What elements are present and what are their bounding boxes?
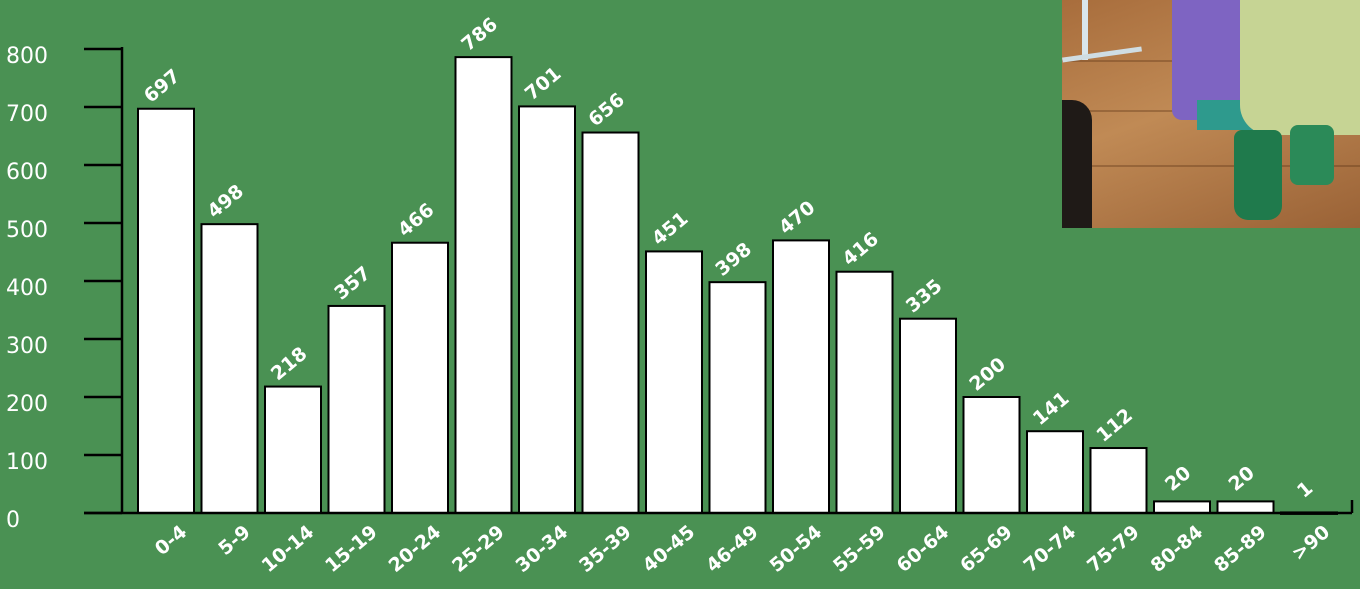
bar [1026,430,1084,514]
bar [518,105,576,514]
x-tick-label: 70-74 [1020,521,1081,577]
bar [454,56,513,515]
bar [391,241,449,514]
bar [137,107,195,515]
x-tick-label: 40-45 [639,521,700,577]
bar [327,304,386,514]
y-tick-label: 100 [6,450,48,475]
y-tick-label: 200 [6,392,48,417]
x-tick-label: 46-49 [702,521,763,577]
bar [772,239,830,514]
bar [264,385,322,514]
x-tick-label: 30-34 [512,521,573,577]
data-label: 112 [1092,404,1137,446]
x-tick-label: 65-69 [956,521,1017,577]
bar [1153,500,1211,514]
bar [708,281,767,514]
data-label: 416 [838,228,883,270]
data-label: 697 [140,65,185,107]
inset-photo [1062,0,1360,228]
data-label: 466 [394,199,439,241]
x-tick-label: 80-84 [1147,521,1208,577]
x-tick-label: 20-24 [385,521,446,577]
x-tick-label: 10-14 [258,521,319,577]
bar [835,270,894,514]
y-tick-label: 300 [6,334,48,359]
data-label: 357 [330,262,375,304]
bar [645,250,703,514]
y-tick-label: 500 [6,218,48,243]
bar [962,396,1021,514]
y-tick-label: 600 [6,160,48,185]
x-tick-label: 35-39 [575,521,636,577]
data-label: 656 [584,89,629,131]
bar [899,317,957,515]
x-tick-label: 15-19 [321,521,382,577]
data-label: 451 [648,208,693,250]
x-tick-label: 5-9 [214,521,254,560]
data-label: 470 [775,197,820,239]
data-label: 20 [1161,462,1195,496]
data-label: 701 [521,63,566,105]
bar [581,131,640,515]
data-label: 1 [1293,477,1317,502]
data-label: 335 [902,275,947,317]
y-tick-label: 800 [6,44,48,69]
x-tick-label: 75-79 [1083,521,1144,577]
data-label: 786 [457,13,502,55]
bar [1089,447,1148,515]
y-tick-label: 700 [6,102,48,127]
data-label: 20 [1224,462,1258,496]
bar [200,223,259,514]
data-label: 498 [203,180,248,222]
data-label: 398 [711,238,756,280]
x-tick-label: 55-59 [829,521,890,577]
bar [1216,500,1275,514]
y-tick-label: 400 [6,276,48,301]
data-label: 141 [1029,387,1074,429]
x-tick-label: 50-54 [766,521,827,577]
x-tick-label: 60-64 [893,521,954,577]
y-tick-label: 0 [6,508,20,533]
x-tick-label: 25-29 [448,521,509,577]
x-tick-label: 0-4 [151,521,191,560]
x-tick-label: 85-89 [1210,521,1271,577]
x-tick-label: >90 [1288,521,1335,565]
data-label: 218 [267,343,312,385]
data-label: 200 [965,353,1010,395]
